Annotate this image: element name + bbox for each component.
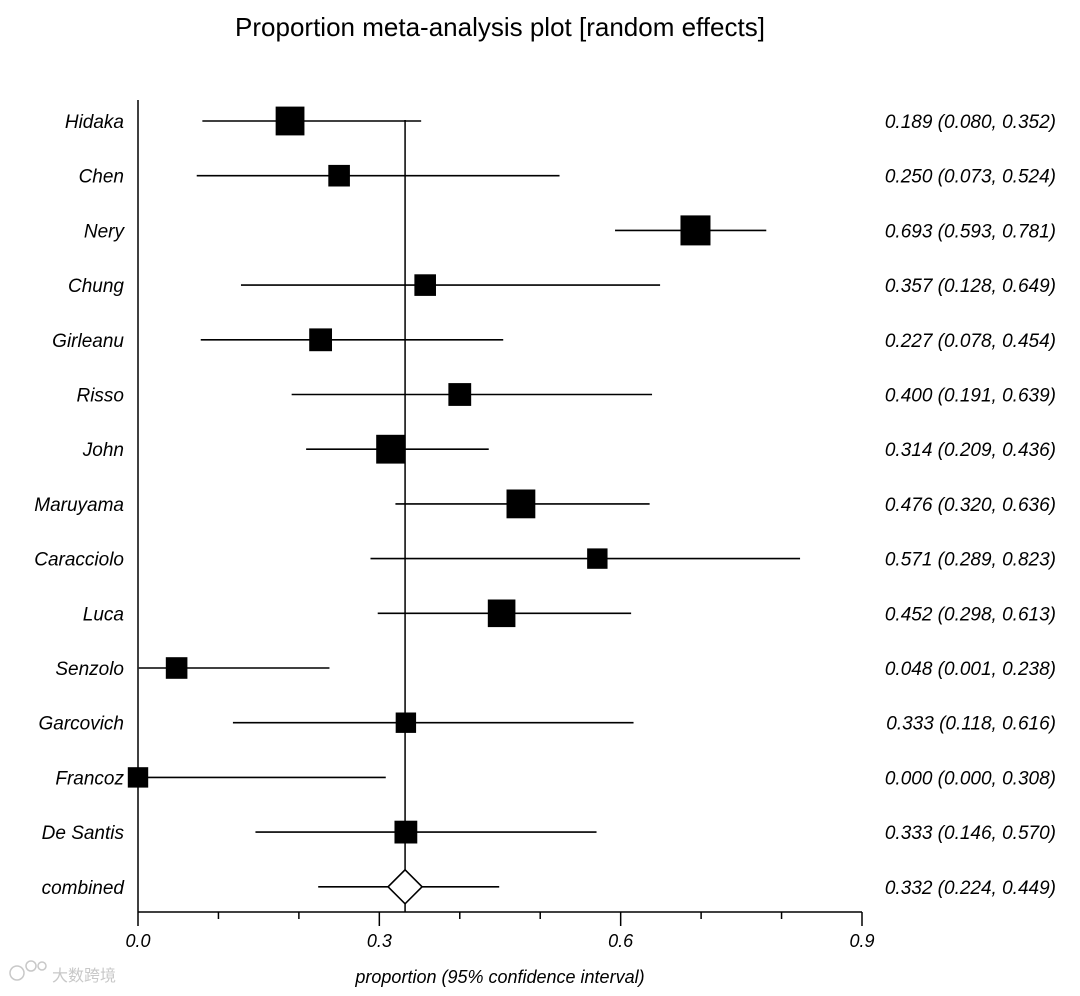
study-name: John [82, 440, 124, 461]
axes: 0.0 0.3 0.6 0.9 [125, 100, 875, 951]
point-estimate-square [414, 274, 436, 296]
study-row-chen: Chen 0.250 (0.073, 0.524) [79, 164, 1056, 188]
study-name: Nery [84, 221, 126, 242]
x-axis-label: proportion (95% confidence interval) [354, 967, 644, 987]
estimate-label: 0.000 (0.000, 0.308) [885, 768, 1056, 789]
study-name: Girleanu [52, 331, 124, 352]
watermark-text: 大数跨境 [52, 966, 116, 985]
point-estimate-square [487, 599, 516, 628]
point-estimate-square [394, 820, 418, 844]
point-estimate-square [127, 767, 149, 788]
study-row-francoz: Francoz 0.000 (0.000, 0.308) [55, 767, 1056, 789]
estimate-label: 0.357 (0.128, 0.649) [885, 276, 1056, 297]
combined-diamond [386, 868, 424, 905]
point-estimate-square [275, 106, 305, 136]
estimate-label: 0.452 (0.298, 0.613) [885, 604, 1056, 625]
study-row-maruyama: Maruyama 0.476 (0.320, 0.636) [34, 489, 1056, 519]
combined-estimate-label: 0.332 (0.224, 0.449) [885, 878, 1056, 899]
point-estimate-square [680, 215, 711, 246]
study-name: Senzolo [55, 659, 124, 680]
x-tick-label: 0.3 [367, 931, 392, 951]
study-row-garcovich: Garcovich 0.333 (0.118, 0.616) [38, 712, 1056, 735]
point-estimate-square [395, 712, 417, 733]
point-estimate-square [448, 383, 472, 406]
estimate-label: 0.571 (0.289, 0.823) [885, 550, 1056, 571]
estimate-label: 0.189 (0.080, 0.352) [885, 112, 1056, 133]
point-estimate-square [376, 434, 405, 464]
point-estimate-square [309, 328, 333, 352]
point-estimate-square [506, 489, 536, 519]
study-name: De Santis [42, 823, 125, 844]
study-row-risso: Risso 0.400 (0.191, 0.639) [76, 383, 1056, 407]
study-name: Risso [76, 386, 124, 407]
study-rows: Hidaka 0.189 (0.080, 0.352) Chen 0.250 (0.0… [34, 106, 1056, 905]
study-row-hidaka: Hidaka 0.189 (0.080, 0.352) [65, 106, 1056, 136]
estimate-label: 0.227 (0.078, 0.454) [885, 331, 1056, 352]
study-name: Caracciolo [34, 550, 124, 571]
study-row-john: John 0.314 (0.209, 0.436) [82, 434, 1056, 464]
estimate-label: 0.400 (0.191, 0.639) [885, 386, 1056, 407]
combined-name: combined [42, 878, 126, 899]
watermark: 大数跨境 [9, 960, 116, 985]
study-name: Chung [68, 276, 124, 297]
combined-row: combined 0.332 (0.224, 0.449) [42, 868, 1056, 905]
study-name: Garcovich [38, 714, 124, 735]
estimate-label: 0.250 (0.073, 0.524) [885, 167, 1056, 188]
estimate-label: 0.314 (0.209, 0.436) [885, 440, 1056, 461]
point-estimate-square [328, 164, 350, 187]
study-name: Luca [83, 604, 124, 625]
estimate-label: 0.333 (0.118, 0.616) [886, 714, 1056, 735]
x-tick-label: 0.0 [125, 931, 150, 951]
estimate-label: 0.476 (0.320, 0.636) [885, 495, 1056, 516]
study-name: Hidaka [65, 112, 124, 133]
study-name: Chen [79, 167, 124, 188]
estimate-label: 0.048 (0.001, 0.238) [885, 659, 1056, 680]
study-row-nery: Nery 0.693 (0.593, 0.781) [84, 215, 1056, 246]
x-tick-label: 0.6 [608, 931, 634, 951]
study-name: Francoz [55, 768, 124, 789]
watermark-logo-icon [9, 960, 47, 981]
study-row-senzolo: Senzolo 0.048 (0.001, 0.238) [55, 657, 1056, 680]
chart-title: Proportion meta-analysis plot [random ef… [235, 12, 765, 42]
estimate-label: 0.693 (0.593, 0.781) [885, 221, 1056, 242]
study-row-luca: Luca 0.452 (0.298, 0.613) [83, 599, 1056, 628]
study-row-girleanu: Girleanu 0.227 (0.078, 0.454) [52, 328, 1056, 352]
point-estimate-square [165, 657, 188, 679]
estimate-label: 0.333 (0.146, 0.570) [885, 823, 1056, 844]
point-estimate-square [587, 548, 608, 569]
study-row-caracciolo: Caracciolo 0.571 (0.289, 0.823) [34, 548, 1056, 571]
study-row-de-santis: De Santis 0.333 (0.146, 0.570) [42, 820, 1056, 844]
study-name: Maruyama [34, 495, 124, 516]
study-row-chung: Chung 0.357 (0.128, 0.649) [68, 274, 1056, 297]
x-tick-label: 0.9 [849, 931, 874, 951]
